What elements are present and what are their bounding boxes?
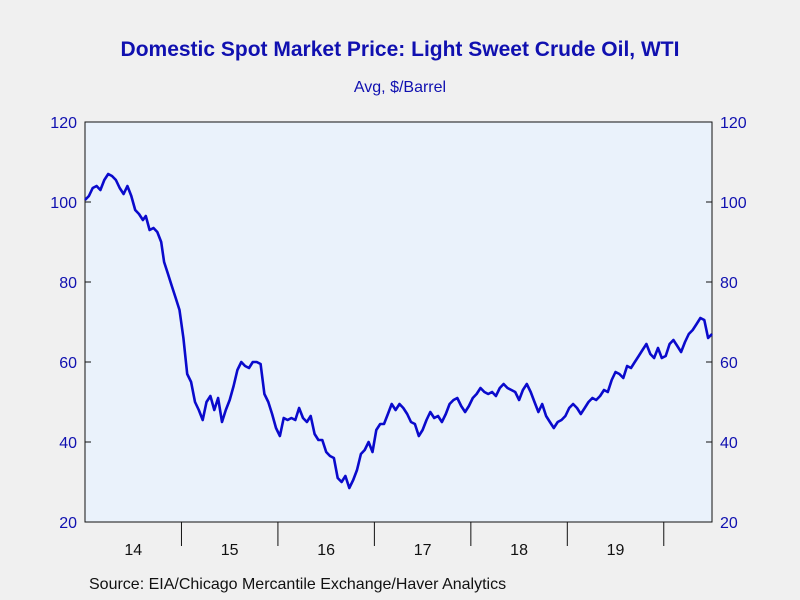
x-tick-label: 18 [510, 542, 528, 559]
source-note: Source: EIA/Chicago Mercantile Exchange/… [89, 576, 507, 593]
chart-title: Domestic Spot Market Price: Light Sweet … [120, 38, 680, 61]
chart-subtitle: Avg, $/Barrel [353, 79, 447, 96]
x-tick-label: 15 [221, 542, 239, 559]
x-tick-label: 19 [607, 542, 625, 559]
y-axis-right: 20 40 60 80 100 120 [720, 115, 747, 532]
x-tick-label: 16 [317, 542, 335, 559]
x-tick-label: 14 [124, 542, 142, 559]
y-tick-label-right: 40 [720, 435, 738, 452]
x-tick-label: 17 [414, 542, 432, 559]
y-axis-left: 20 40 60 80 100 120 [50, 115, 77, 532]
y-tick-label-right: 100 [720, 195, 747, 212]
y-tick-label-left: 20 [59, 515, 77, 532]
y-tick-label-left: 100 [50, 195, 77, 212]
y-tick-label-right: 60 [720, 355, 738, 372]
y-tick-label-left: 120 [50, 115, 77, 132]
axis-ticks [85, 121, 712, 546]
x-axis: 14 15 16 17 18 19 [124, 542, 624, 559]
y-tick-label-right: 20 [720, 515, 738, 532]
plot-area [84, 121, 713, 523]
y-tick-label-left: 80 [59, 275, 77, 292]
y-tick-label-right: 120 [720, 115, 747, 132]
price-line [84, 172, 713, 490]
y-tick-label-left: 40 [59, 435, 77, 452]
y-tick-label-left: 60 [59, 355, 77, 372]
y-tick-label-right: 80 [720, 275, 738, 292]
